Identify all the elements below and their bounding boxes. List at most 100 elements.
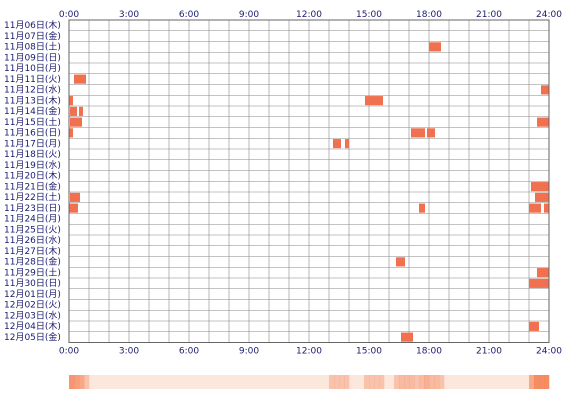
activity-cells (69, 42, 549, 342)
summary-bin (334, 375, 340, 389)
summary-bin (79, 375, 85, 389)
summary-bin (409, 375, 415, 389)
x-tick-label-top: 15:00 (356, 10, 382, 20)
x-tick-label-bottom: 15:00 (356, 347, 382, 357)
summary-bin (419, 375, 425, 389)
row-label: 11月25日(火) (4, 224, 61, 235)
summary-bin (329, 375, 335, 389)
row-label: 11月17日(月) (4, 138, 61, 149)
row-label: 12月04日(木) (4, 320, 61, 332)
x-tick-label-top: 24:00 (536, 10, 562, 20)
summary-bin (364, 375, 370, 389)
chart-frame (68, 19, 550, 343)
row-label: 11月10日(月) (4, 63, 61, 74)
activity-span (333, 139, 341, 149)
summary-bin (344, 375, 350, 389)
summary-bin (374, 375, 380, 389)
summary-bin (394, 375, 400, 389)
activity-span (70, 192, 80, 202)
x-tick-label-top: 18:00 (416, 10, 442, 20)
activity-span (541, 85, 549, 95)
row-label: 11月21日(金) (4, 180, 61, 192)
activity-span (429, 42, 441, 52)
activity-span (529, 321, 539, 331)
x-tick-label-bottom: 24:00 (536, 347, 562, 357)
row-label: 11月11日(火) (4, 74, 61, 85)
row-labels: 11月06日(木)11月07日(金)11月08日(土)11月09日(日)11月1… (4, 19, 61, 343)
x-tick-label-bottom: 18:00 (416, 347, 442, 357)
activity-span (544, 203, 549, 213)
summary-bin (339, 375, 345, 389)
activity-span (69, 203, 78, 213)
activity-span (411, 128, 425, 138)
row-label: 11月18日(火) (4, 149, 61, 160)
row-label: 11月30日(日) (4, 278, 61, 289)
row-label: 11月20日(木) (4, 170, 61, 182)
summary-bin (534, 375, 540, 389)
summary-bar-base (69, 375, 549, 389)
activity-span (537, 268, 549, 278)
row-label: 11月09日(日) (4, 52, 61, 63)
activity-span (69, 128, 73, 138)
activity-span (70, 106, 77, 116)
activity-span (70, 117, 82, 127)
row-label: 11月22日(土) (4, 191, 61, 203)
activity-span (396, 257, 405, 267)
row-label: 11月06日(木) (4, 19, 61, 31)
summary-bin (539, 375, 545, 389)
activity-span (529, 278, 549, 288)
x-tick-label-top: 3:00 (119, 10, 139, 20)
x-tick-label-bottom: 9:00 (239, 347, 259, 357)
activity-span (401, 332, 413, 342)
row-label: 11月15日(土) (4, 116, 61, 128)
plot-frame (68, 19, 550, 343)
row-label: 11月19日(水) (4, 159, 61, 171)
summary-bin (414, 375, 420, 389)
activity-span (535, 192, 549, 202)
row-label: 11月07日(金) (4, 30, 61, 42)
summary-bin (69, 375, 75, 389)
x-tick-label-bottom: 12:00 (296, 347, 322, 357)
activity-span (69, 96, 73, 106)
row-label: 12月05日(金) (4, 331, 61, 343)
x-tick-label-bottom: 0:00 (59, 347, 79, 357)
summary-bin (399, 375, 405, 389)
x-tick-label-bottom: 21:00 (476, 347, 502, 357)
x-tick-label-top: 9:00 (239, 10, 259, 20)
row-label: 11月28日(金) (4, 256, 61, 268)
x-tick-label-top: 6:00 (179, 10, 199, 20)
row-label: 11月26日(水) (4, 234, 61, 246)
summary-bin (424, 375, 430, 389)
activity-span (427, 128, 435, 138)
chart-grid (69, 20, 549, 343)
summary-bin (369, 375, 375, 389)
bottom-axis-ticks: 0:00 3:00 6:00 9:00 12:00 15:00 18:00 21:00 24:0… (59, 347, 562, 357)
activity-span (529, 203, 541, 213)
activity-span (74, 74, 86, 84)
x-tick-label-bottom: 6:00 (179, 347, 199, 357)
summary-bin (429, 375, 435, 389)
summary-bin (529, 375, 535, 389)
row-label: 11月16日(日) (4, 128, 61, 139)
row-label: 11月14日(金) (4, 105, 61, 117)
row-label: 11月08日(土) (4, 41, 61, 53)
activity-span (537, 117, 549, 127)
x-tick-label-top: 0:00 (59, 10, 79, 20)
row-label: 11月23日(日) (4, 203, 61, 214)
row-label: 12月01日(月) (4, 289, 61, 300)
summary-bar (69, 375, 550, 389)
summary-bin (439, 375, 445, 389)
row-label: 11月12日(水) (4, 84, 61, 96)
x-tick-label-top: 21:00 (476, 10, 502, 20)
row-label: 11月13日(木) (4, 94, 61, 106)
top-axis-ticks: 0:00 3:00 6:00 9:00 12:00 15:00 18:00 21:00 24:0… (59, 10, 562, 20)
activity-span (531, 182, 549, 192)
x-tick-label-bottom: 3:00 (119, 347, 139, 357)
row-label: 11月27日(木) (4, 245, 61, 257)
activity-span (419, 203, 425, 213)
summary-bin (404, 375, 410, 389)
x-tick-label-top: 12:00 (296, 10, 322, 20)
activity-span (345, 139, 349, 149)
row-label: 12月02日(火) (4, 300, 61, 311)
activity-span (365, 96, 383, 106)
